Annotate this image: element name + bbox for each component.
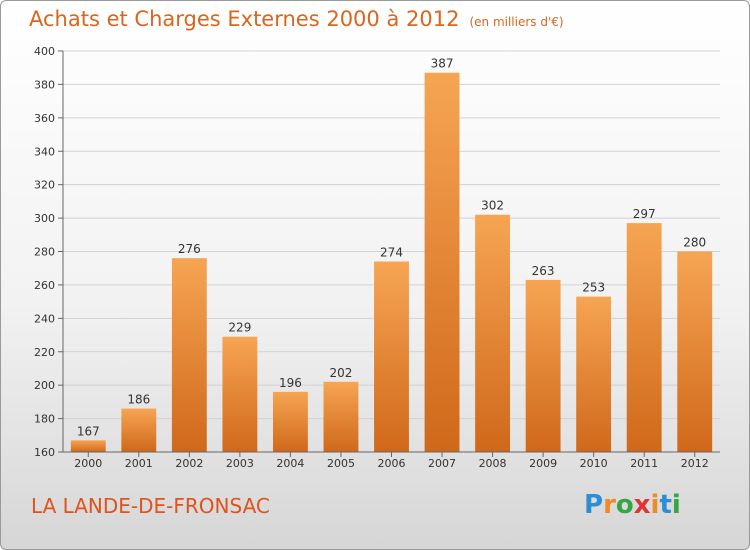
logo-letter: i — [650, 490, 660, 520]
bar-value-label: 280 — [683, 236, 706, 250]
logo-letter: o — [615, 490, 634, 520]
bar-value-label: 263 — [532, 264, 555, 278]
bar-value-label: 167 — [77, 424, 100, 438]
y-tick-label: 360 — [34, 112, 55, 125]
bar — [677, 251, 713, 452]
bar — [171, 258, 207, 452]
bar — [121, 408, 157, 452]
city-name: LA LANDE-DE-FRONSAC — [31, 494, 270, 518]
y-tick-label: 160 — [34, 446, 55, 459]
chart-title: Achats et Charges Externes 2000 à 2012 (e… — [29, 7, 564, 31]
y-tick-label: 280 — [34, 246, 55, 259]
bar-value-label: 302 — [481, 199, 504, 213]
y-axis: 160 180 200 220 240 260 280 300 320 340 360 380 400 — [34, 45, 64, 459]
bar — [374, 261, 409, 452]
x-tick-label: 2008 — [479, 457, 507, 470]
y-tick-label: 240 — [34, 312, 55, 325]
bar — [475, 214, 511, 452]
logo-letter: t — [659, 490, 672, 520]
bar — [626, 223, 662, 452]
logo-letter: P — [584, 490, 604, 520]
bar — [576, 296, 612, 452]
x-axis: 2000 2001 2002 2003 2004 2005 2006 2007 2008 2009… — [63, 451, 720, 470]
x-tick-label: 2011 — [630, 457, 658, 470]
x-tick-label: 2001 — [125, 457, 153, 470]
bar-value-label: 229 — [228, 321, 251, 335]
bar-value-label: 253 — [582, 281, 605, 295]
y-tick-label: 380 — [34, 78, 55, 91]
x-tick-label: 2007 — [428, 457, 456, 470]
bar-value-label: 196 — [279, 376, 302, 390]
bar-value-label: 297 — [633, 207, 656, 221]
bar-value-label: 387 — [431, 57, 454, 71]
bar-value-label: 276 — [178, 242, 201, 256]
y-tick-label: 260 — [34, 279, 55, 292]
y-tick-label: 220 — [34, 346, 55, 359]
y-tick-label: 300 — [34, 212, 55, 225]
x-tick-label: 2003 — [226, 457, 254, 470]
bar-value-label: 274 — [380, 246, 403, 260]
y-tick-label: 340 — [34, 145, 55, 158]
proxiti-logo[interactable]: Proxiti — [584, 490, 681, 520]
bar — [323, 381, 359, 452]
bar — [272, 391, 308, 452]
bars: 167 186 276 229 196 202 274 387 302 263 253 297 280 — [70, 57, 713, 453]
bar-value-label: 186 — [127, 393, 150, 407]
logo-letter: r — [603, 490, 616, 520]
bar — [222, 336, 258, 452]
x-tick-label: 2000 — [74, 457, 102, 470]
x-tick-label: 2005 — [327, 457, 355, 470]
y-tick-label: 180 — [34, 413, 55, 426]
y-tick-label: 200 — [34, 379, 55, 392]
chart-unit: (en milliers d'€) — [469, 15, 564, 29]
y-tick-label: 400 — [34, 45, 55, 58]
logo-letter: x — [633, 490, 651, 520]
logo-letter: i — [671, 490, 681, 520]
bar — [525, 279, 561, 452]
x-tick-label: 2009 — [529, 457, 557, 470]
x-tick-label: 2004 — [276, 457, 304, 470]
bar — [70, 440, 106, 452]
chart-title-text: Achats et Charges Externes 2000 à 2012 — [29, 7, 460, 31]
x-tick-label: 2006 — [378, 457, 406, 470]
x-tick-label: 2002 — [175, 457, 203, 470]
y-tick-label: 320 — [34, 179, 55, 192]
bar — [424, 72, 460, 453]
x-tick-label: 2012 — [681, 457, 709, 470]
bar-value-label: 202 — [330, 366, 353, 380]
x-tick-label: 2010 — [580, 457, 608, 470]
